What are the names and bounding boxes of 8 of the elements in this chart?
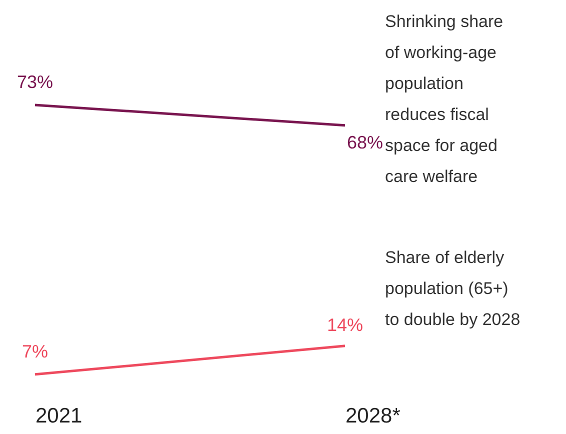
data-label: 14% <box>326 314 364 335</box>
x-tick-label: 2028* <box>346 404 400 428</box>
annotation: Shrinking share of working-age population reduces fiscal space for aged care welfare <box>385 12 504 186</box>
data-label: 7% <box>22 341 48 362</box>
data-label: 68% <box>347 132 384 152</box>
annotation: Share of elderly population (65+) to double by 2028 <box>385 248 520 329</box>
x-tick-label: 2021 <box>36 404 82 428</box>
data-label: 73% <box>16 72 54 92</box>
